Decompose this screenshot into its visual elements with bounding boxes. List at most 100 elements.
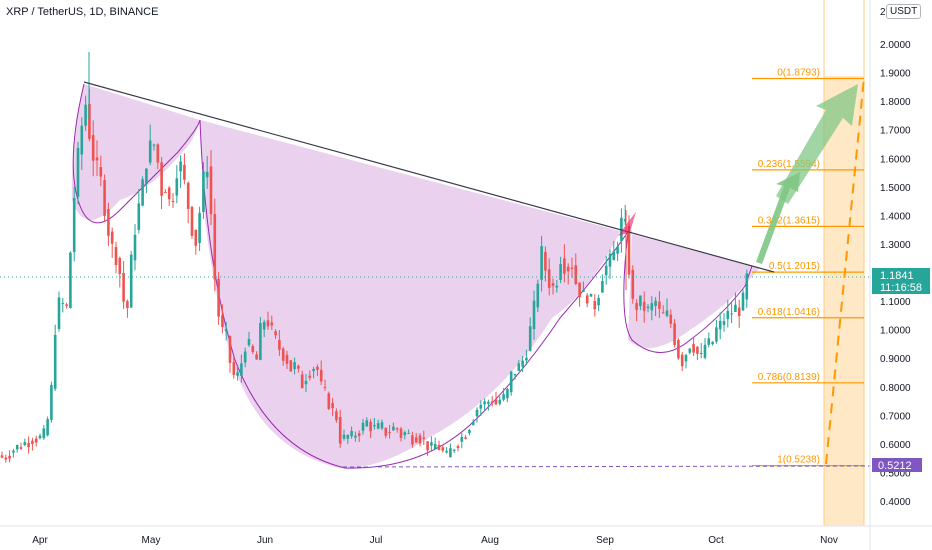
countdown-timer: 11:16:58 <box>880 282 922 294</box>
candle-body <box>289 360 293 372</box>
candle-body <box>80 125 84 155</box>
cup-pattern-fill <box>71 84 760 469</box>
candlestick-series <box>0 52 749 463</box>
candle-body <box>335 411 338 421</box>
y-tick-label: 0.4000 <box>880 497 911 508</box>
candle-body <box>0 455 4 458</box>
candle-body <box>259 322 262 360</box>
candle-body <box>722 321 726 325</box>
projection-line <box>825 77 865 465</box>
candle-body <box>34 438 38 443</box>
candle-body <box>88 104 91 139</box>
candle-body <box>319 369 323 382</box>
candle-body <box>680 354 684 367</box>
target-arrow <box>776 84 858 204</box>
candle-body <box>255 354 258 360</box>
candle-body <box>190 206 194 236</box>
candle-body <box>517 363 521 371</box>
candle-body <box>566 266 570 272</box>
candle-body <box>502 394 505 400</box>
candle-body <box>441 447 445 451</box>
candle-body <box>103 180 106 216</box>
candle-body <box>475 409 479 417</box>
time-axis[interactable]: Apr May Jun Jul Aug Sep Oct Nov <box>32 535 838 546</box>
y-tick-label: 1.6000 <box>880 154 911 165</box>
candle-body <box>547 269 551 288</box>
candle-body <box>593 300 597 310</box>
candle-body <box>331 403 334 409</box>
candle-body <box>232 362 236 376</box>
candle-body <box>57 297 61 329</box>
candle-body <box>612 251 616 261</box>
candle-body <box>19 447 23 449</box>
candle-body <box>688 348 692 353</box>
left-shoulder-arc <box>72 83 201 224</box>
y-tick-label: 1.0000 <box>880 326 911 337</box>
candle-body <box>563 258 566 274</box>
candle-body <box>642 301 646 311</box>
candle-body <box>175 178 179 196</box>
candle-body <box>631 269 635 299</box>
candle-body <box>312 368 315 372</box>
candle-body <box>380 422 384 429</box>
overlay-drawings <box>0 77 871 468</box>
y-tick-label: 0.9000 <box>880 354 911 365</box>
candle-body <box>741 292 745 311</box>
candle-body <box>509 371 513 393</box>
candle-body <box>468 430 471 434</box>
currency-button[interactable]: USDT <box>886 4 922 19</box>
candle-body <box>734 304 737 312</box>
candle-body <box>164 191 167 193</box>
candle-body <box>661 312 665 314</box>
x-tick-label: Jul <box>370 535 383 546</box>
candle-body <box>673 323 676 345</box>
candle-body <box>251 346 255 352</box>
fib-level-label: 0.618(1.0416) <box>758 307 820 318</box>
candle-body <box>403 432 407 436</box>
candle-body <box>726 310 730 319</box>
candle-body <box>323 386 327 388</box>
candle-body <box>639 295 642 307</box>
candle-body <box>399 428 403 438</box>
low-price-label: 0.5212 <box>872 458 922 472</box>
candle-body <box>471 421 475 425</box>
candle-body <box>205 171 209 178</box>
candle-body <box>585 295 589 304</box>
candle-body <box>243 351 247 363</box>
candle-body <box>711 341 714 345</box>
candle-body <box>141 179 144 206</box>
price-axis[interactable]: 2 2.0000 1.9000 1.8000 1.7000 1.6000 1.5000 1.4… <box>880 7 911 508</box>
candle-body <box>551 283 555 287</box>
candle-body <box>338 417 342 444</box>
candle-body <box>194 229 198 246</box>
candle-body <box>426 441 429 451</box>
candle-body <box>506 388 509 399</box>
candle-body <box>544 251 547 271</box>
candle-body <box>513 373 517 376</box>
descending-trendline <box>83 81 775 273</box>
candle-body <box>540 246 543 280</box>
candle-body <box>555 285 559 288</box>
candle-body <box>369 421 372 432</box>
y-tick-label: 1.3000 <box>880 240 911 251</box>
current-price-badge <box>872 268 930 294</box>
candle-body <box>536 283 540 308</box>
candle-body <box>122 273 125 302</box>
candle-body <box>361 422 365 431</box>
candle-body <box>304 380 308 385</box>
candle-body <box>209 166 213 215</box>
x-tick-label: Aug <box>481 535 499 546</box>
candle-body <box>392 426 395 431</box>
x-tick-label: Jun <box>257 535 273 546</box>
candle-body <box>487 401 490 404</box>
current-price-label: 1.1841 11:16:58 <box>872 268 930 294</box>
candle-body <box>608 253 612 267</box>
candle-body <box>12 450 15 453</box>
candle-body <box>31 440 34 444</box>
breakout-marker <box>618 212 636 236</box>
fib-level-label: 0(1.8793) <box>777 68 820 79</box>
candle-body <box>707 338 711 345</box>
candle-body <box>650 303 654 311</box>
candle-body <box>521 360 524 367</box>
